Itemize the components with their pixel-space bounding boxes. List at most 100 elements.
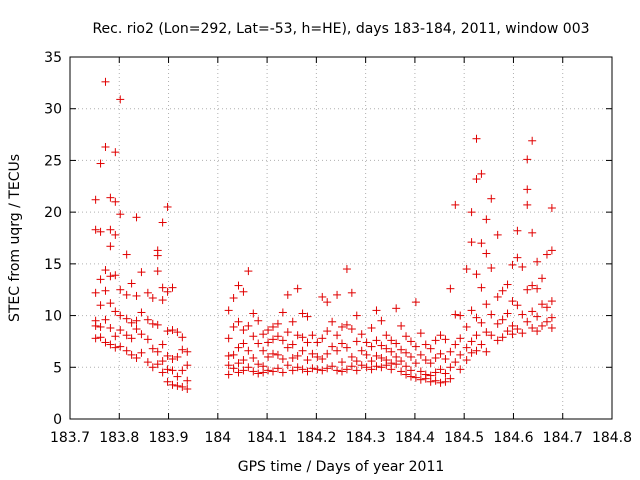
- data-point: [264, 326, 273, 335]
- data-point: [508, 330, 517, 339]
- y-tick-label: 30: [44, 102, 62, 118]
- data-point: [482, 347, 491, 356]
- data-point: [456, 334, 465, 343]
- data-point: [303, 312, 312, 321]
- data-point: [477, 239, 486, 248]
- data-point: [234, 343, 243, 352]
- y-tick-label: 20: [44, 205, 62, 221]
- data-point: [547, 297, 556, 306]
- data-point: [224, 370, 233, 379]
- data-point: [337, 367, 346, 376]
- data-point: [264, 352, 273, 361]
- data-point: [249, 353, 258, 362]
- data-point: [367, 365, 376, 374]
- data-point: [308, 331, 317, 340]
- data-point: [333, 346, 342, 355]
- data-point: [224, 306, 233, 315]
- data-point: [178, 345, 187, 354]
- data-point: [224, 334, 233, 343]
- data-point: [337, 358, 346, 367]
- axes: 0 5 10 15 20 25 30 35 183.7 183.8 183.9 184 184.1 184…: [44, 50, 632, 446]
- data-point: [101, 315, 110, 324]
- data-point: [456, 311, 465, 320]
- data-point: [106, 225, 115, 234]
- data-point: [303, 356, 312, 365]
- data-point: [406, 352, 415, 361]
- data-point: [229, 322, 238, 331]
- data-point: [234, 368, 243, 377]
- data-point: [467, 238, 476, 247]
- data-point: [538, 300, 547, 309]
- data-point: [127, 334, 136, 343]
- data-point: [416, 375, 425, 384]
- data-point: [244, 363, 253, 372]
- data-point: [523, 285, 532, 294]
- data-point: [462, 322, 471, 331]
- data-point: [542, 317, 551, 326]
- data-point: [372, 362, 381, 371]
- data-point: [421, 340, 430, 349]
- data-point: [518, 310, 527, 319]
- data-point: [482, 215, 491, 224]
- data-point: [323, 327, 332, 336]
- data-point: [411, 373, 420, 382]
- data-point: [273, 350, 282, 359]
- data-point: [122, 290, 131, 299]
- data-point: [493, 292, 502, 301]
- data-point: [503, 309, 512, 318]
- data-point: [283, 328, 292, 337]
- data-point: [352, 357, 361, 366]
- data-point: [333, 331, 342, 340]
- x-tick-label: 184.5: [444, 430, 484, 446]
- data-point: [421, 374, 430, 383]
- data-point: [372, 351, 381, 360]
- data-point: [318, 292, 327, 301]
- data-point: [451, 310, 460, 319]
- data-point: [173, 381, 182, 390]
- data-point: [508, 260, 517, 269]
- data-point: [392, 339, 401, 348]
- data-point: [239, 287, 248, 296]
- plot-frame: [69, 56, 613, 420]
- data-point: [472, 346, 481, 355]
- data-point: [298, 365, 307, 374]
- data-point: [183, 376, 192, 385]
- data-point: [441, 377, 450, 386]
- data-point: [168, 355, 177, 364]
- data-point: [392, 304, 401, 313]
- data-point: [462, 343, 471, 352]
- data-point: [183, 385, 192, 394]
- data-point: [513, 226, 522, 235]
- x-tick-label: 183.7: [50, 430, 90, 446]
- data-point: [283, 343, 292, 352]
- data-point: [249, 367, 258, 376]
- data-point: [132, 213, 141, 222]
- data-point: [143, 315, 152, 324]
- data-point: [416, 350, 425, 359]
- data-point: [352, 337, 361, 346]
- data-point: [148, 319, 157, 328]
- data-point: [547, 323, 556, 332]
- data-point: [158, 340, 167, 349]
- data-point: [288, 353, 297, 362]
- data-point: [397, 357, 406, 366]
- data-point: [101, 142, 110, 151]
- data-point: [168, 326, 177, 335]
- chart-title: Rec. rio2 (Lon=292, Lat=-53, h=HE), days…: [92, 21, 589, 37]
- data-point: [547, 204, 556, 213]
- data-point: [303, 338, 312, 347]
- data-point: [101, 286, 110, 295]
- data-point: [431, 336, 440, 345]
- data-point: [436, 378, 445, 387]
- data-point: [441, 369, 450, 378]
- data-point: [234, 317, 243, 326]
- data-point: [367, 342, 376, 351]
- data-point: [357, 361, 366, 370]
- data-point: [254, 360, 263, 369]
- data-point: [402, 348, 411, 357]
- data-point: [244, 346, 253, 355]
- data-point: [426, 377, 435, 386]
- data-point: [377, 353, 386, 362]
- data-point: [224, 351, 233, 360]
- data-point: [132, 291, 141, 300]
